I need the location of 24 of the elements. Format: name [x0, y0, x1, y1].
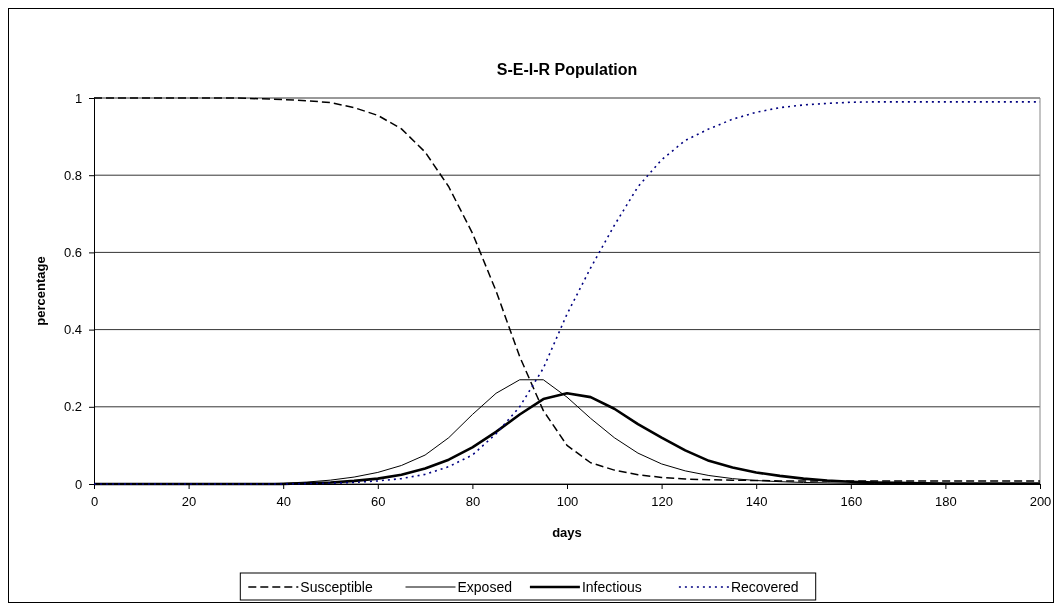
legend-label: Recovered	[730, 579, 799, 595]
chart-title: S-E-I-R Population	[496, 61, 638, 78]
x-tick-label: 160	[840, 494, 863, 510]
y-tick-label: 0.8	[64, 167, 83, 183]
x-tick-label: 200	[1029, 494, 1052, 510]
x-tick-label: 100	[556, 494, 579, 510]
x-tick-label: 60	[371, 494, 386, 510]
y-tick-label: 0.2	[64, 399, 83, 415]
y-axis-title: percentage	[33, 256, 48, 326]
y-tick-label: 1	[74, 90, 83, 106]
x-tick-label: 40	[276, 494, 291, 510]
y-tick-label: 0	[74, 476, 83, 492]
x-tick-label: 140	[745, 494, 768, 510]
x-tick-label: 0	[90, 494, 99, 510]
x-tick-label: 120	[651, 494, 673, 510]
x-tick-label: 180	[935, 494, 957, 510]
y-tick-label: 0.6	[64, 245, 83, 261]
legend-label: Susceptible	[300, 579, 373, 595]
legend-label: Infectious	[581, 579, 642, 595]
y-tick-label: 0.4	[64, 322, 83, 338]
x-axis-title: days	[552, 525, 582, 540]
legend-label: Exposed	[457, 579, 512, 595]
x-tick-label: 80	[465, 494, 481, 510]
x-tick-label: 20	[181, 494, 197, 510]
